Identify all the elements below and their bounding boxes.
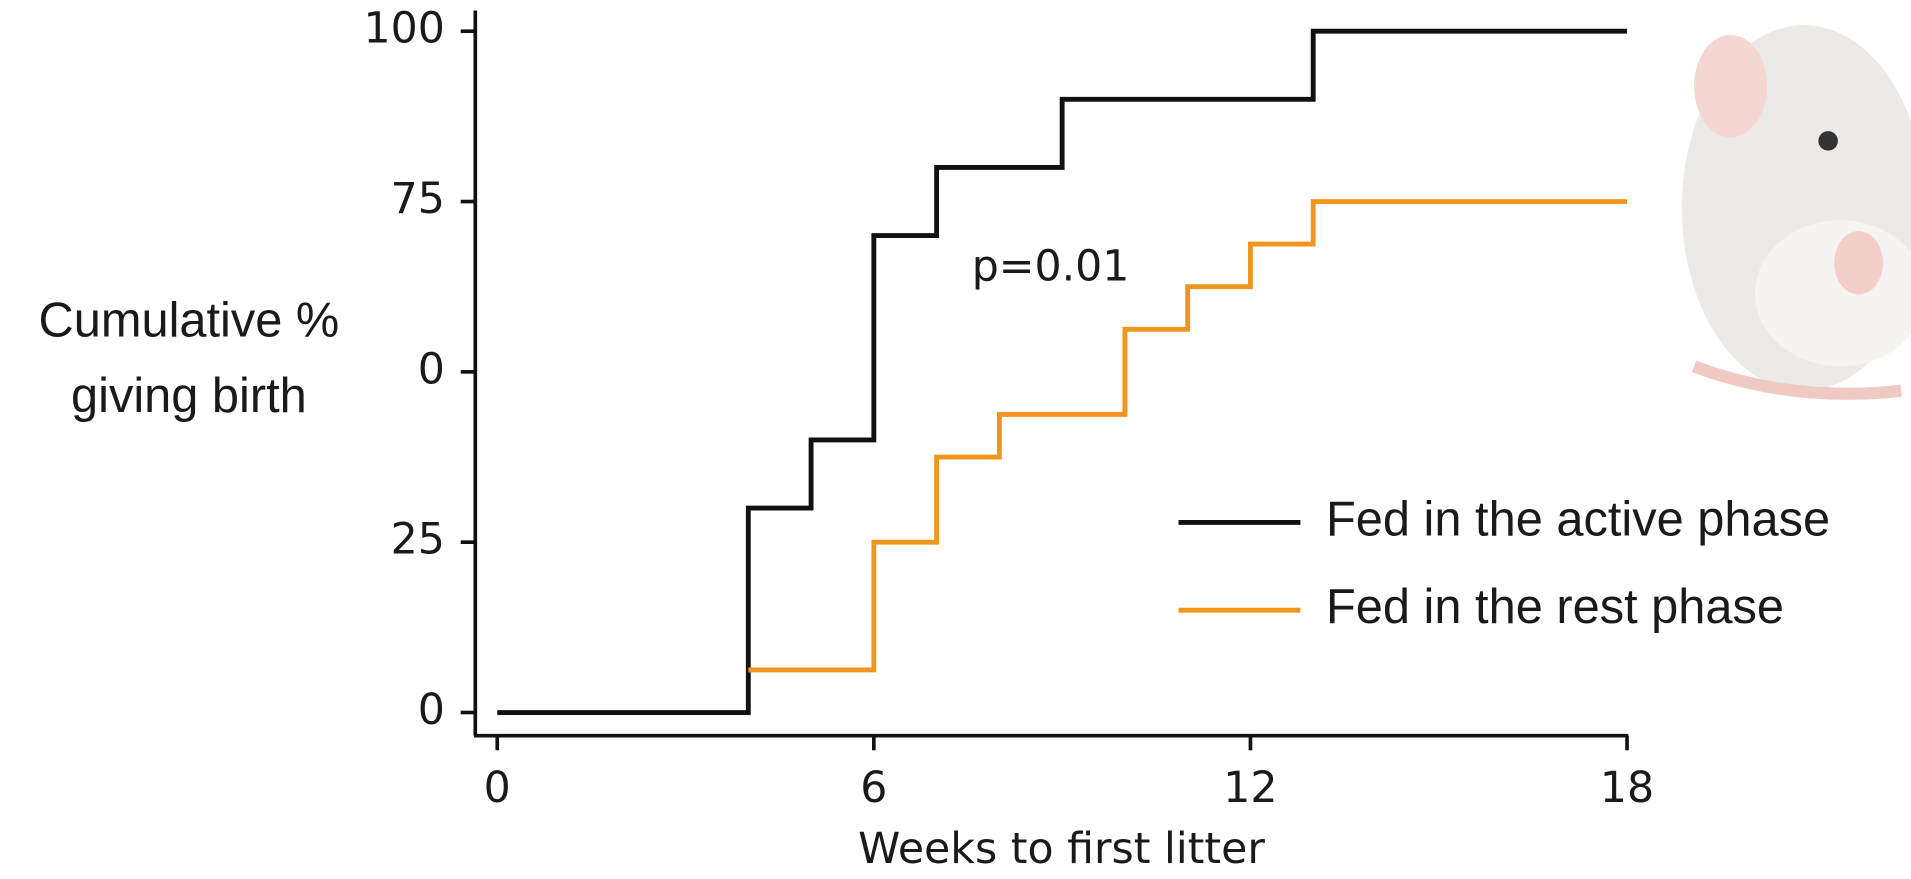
series-line [748, 199, 1628, 673]
x-axis-label: Weeks to first litter [858, 824, 1265, 874]
y-tick-label: 0 [418, 344, 445, 394]
y-axis-label: Cumulative % [39, 294, 340, 348]
y-axis-label: giving birth [71, 369, 307, 423]
y-tick-label: 100 [363, 4, 444, 54]
x-tick-label: 12 [1223, 763, 1277, 813]
x-tick-label: 18 [1600, 763, 1654, 813]
series-line [497, 28, 1628, 715]
y-tick-label: 75 [391, 174, 445, 224]
y-tick-label: 25 [391, 515, 445, 565]
x-tick-label: 0 [484, 763, 511, 813]
legend-label: Fed in the active phase [1326, 492, 1830, 546]
y-tick-label: 0 [418, 685, 445, 735]
annotation: p=0.01 [972, 241, 1130, 291]
legend-label: Fed in the rest phase [1326, 580, 1784, 634]
x-tick-label: 6 [860, 763, 887, 813]
mouse-photo [1681, 25, 1911, 400]
